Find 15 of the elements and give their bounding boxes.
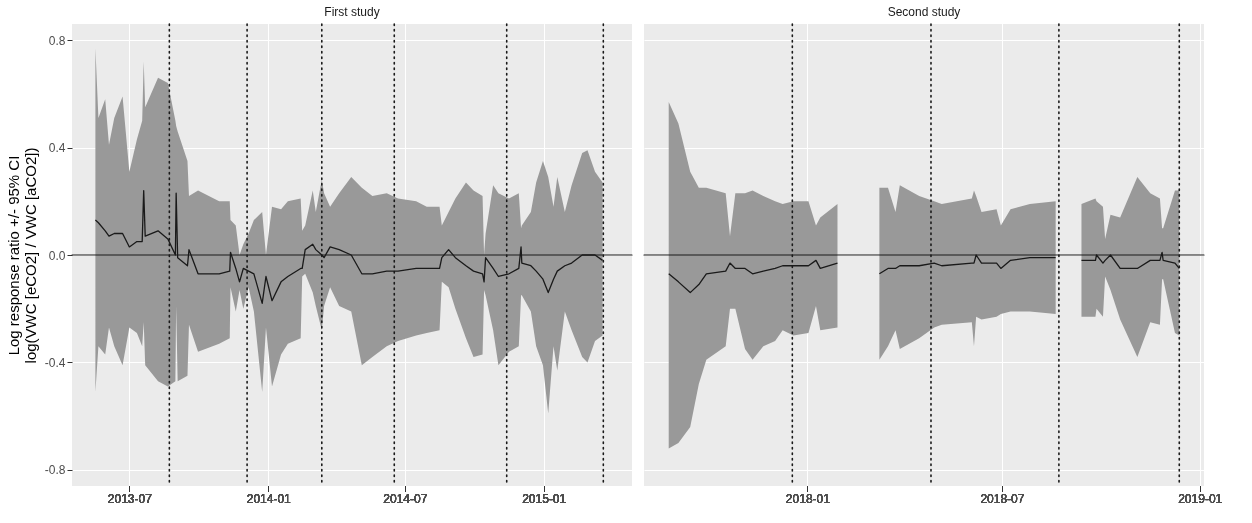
x-tick-label: 2013-07 — [107, 491, 153, 506]
y-tick-label: 0.4 — [48, 141, 66, 156]
y-tick-label: -0.4 — [44, 355, 66, 370]
chart-title: Second study — [887, 5, 961, 20]
x-tick-label: 2015-01 — [522, 491, 567, 506]
y-tick-label: 0.8 — [48, 33, 66, 48]
x-tick-label: 2014-07 — [383, 491, 428, 506]
y-axis-title: Log response ratio +/- 95% CI log(VWC [eCO2] / VWC [aCO2]) — [4, 147, 39, 364]
y-tick-label: -0.8 — [44, 463, 66, 478]
y-tick-label: 0.0 — [48, 248, 66, 263]
x-tick-label: 2018-07 — [980, 491, 1025, 506]
chart-title: First study — [324, 5, 380, 20]
x-tick-label: 2019-01 — [1178, 491, 1223, 506]
x-tick-label: 2014-01 — [246, 491, 292, 506]
x-tick-label: 2018-01 — [785, 491, 831, 506]
